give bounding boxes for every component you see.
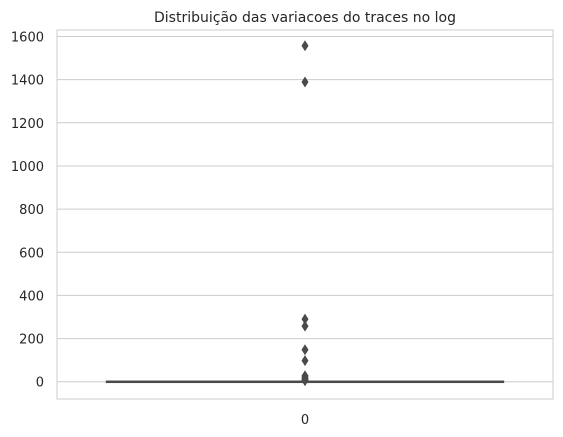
outlier-points — [301, 40, 309, 387]
y-tick-label: 400 — [19, 289, 44, 304]
outlier-marker — [301, 375, 309, 387]
y-tick-labels: 0 200 400 600 800 1000 1200 1400 1600 — [11, 30, 44, 390]
outlier-marker — [301, 40, 309, 52]
grid-lines — [57, 35, 553, 383]
y-tick-label: 800 — [19, 203, 44, 218]
outlier-marker — [301, 344, 309, 356]
y-tick-label: 1600 — [11, 30, 44, 45]
y-tick-label: 1200 — [11, 117, 44, 132]
y-tick-label: 1000 — [11, 160, 44, 175]
y-tick-label: 600 — [19, 246, 44, 261]
x-tick-label: 0 — [301, 413, 309, 428]
outlier-marker — [301, 313, 309, 325]
outlier-marker — [301, 355, 309, 367]
plot-frame — [56, 29, 554, 400]
chart-title: Distribuição das variacoes do traces no … — [154, 10, 456, 26]
y-tick-label: 0 — [36, 376, 44, 391]
y-tick-label: 200 — [19, 333, 44, 348]
outlier-marker — [301, 76, 309, 88]
x-tick-labels: 0 — [301, 413, 309, 428]
outlier-marker — [301, 320, 309, 332]
y-tick-label: 1400 — [11, 74, 44, 89]
